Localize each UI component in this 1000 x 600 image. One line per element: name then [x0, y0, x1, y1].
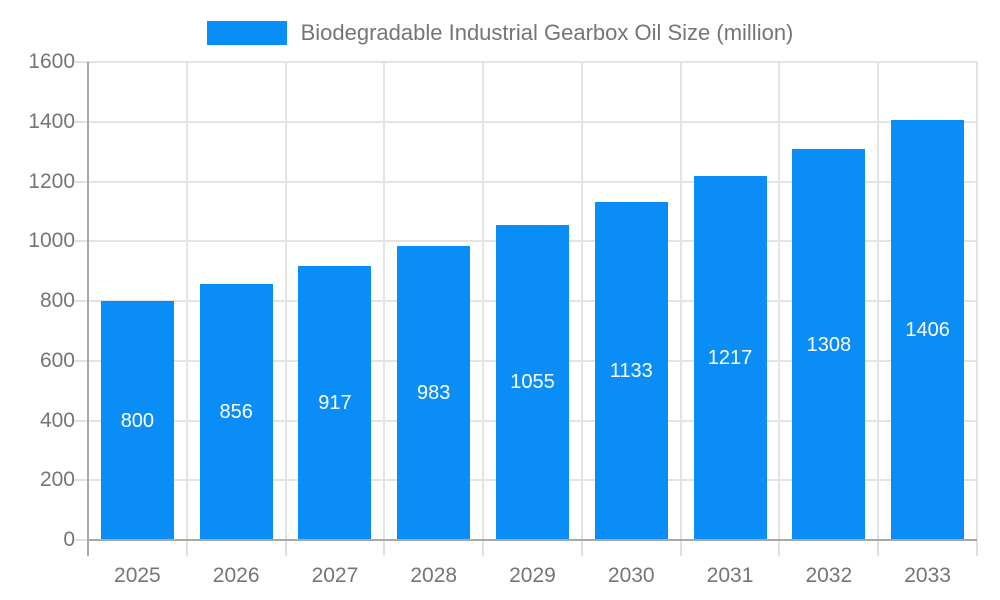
- x-tick-label: 2028: [410, 564, 458, 587]
- legend-label: Biodegradable Industrial Gearbox Oil Siz…: [300, 20, 794, 45]
- bar-value-label: 1133: [609, 359, 653, 382]
- y-axis-tick: [74, 479, 88, 482]
- y-axis-line: [87, 62, 89, 540]
- x-tick-label: 2032: [805, 564, 853, 587]
- v-gridline: [482, 62, 485, 540]
- x-tick-label: 2027: [311, 564, 359, 587]
- bar[interactable]: 1406: [891, 119, 965, 540]
- bar[interactable]: 917: [298, 266, 372, 540]
- v-gridline: [284, 62, 287, 540]
- y-tick-label: 600: [39, 348, 75, 372]
- y-axis-tick: [74, 120, 88, 123]
- bar[interactable]: 856: [199, 284, 273, 540]
- v-gridline: [976, 62, 978, 540]
- x-axis-tick: [284, 540, 287, 556]
- y-tick-label: 1400: [28, 109, 75, 133]
- y-axis-tick: [74, 180, 88, 183]
- bar-value-label: 1055: [510, 371, 555, 394]
- x-tick-label: 2033: [904, 564, 951, 587]
- x-axis-tick: [185, 540, 188, 556]
- x-tick-label: 2025: [114, 564, 161, 587]
- v-gridline: [383, 62, 386, 540]
- x-tick-label: 2031: [706, 564, 754, 587]
- y-tick-label: 200: [39, 468, 75, 492]
- v-gridline: [877, 62, 880, 540]
- bar[interactable]: 1217: [693, 176, 767, 540]
- bar[interactable]: 800: [100, 301, 174, 540]
- bar[interactable]: 1055: [496, 224, 569, 540]
- bar-value-label: 1406: [905, 318, 950, 341]
- x-axis-tick: [383, 540, 386, 556]
- y-tick-label: 1600: [28, 50, 75, 73]
- v-gridline: [679, 62, 682, 540]
- v-gridline: [778, 62, 781, 540]
- y-axis-tick: [74, 419, 88, 422]
- bar-value-label: 917: [318, 392, 352, 415]
- y-tick-label: 1000: [28, 229, 75, 253]
- x-tick-label: 2029: [509, 564, 556, 587]
- y-axis-tick: [74, 300, 88, 302]
- bar-value-label: 1217: [707, 347, 753, 370]
- x-axis-tick: [679, 540, 682, 556]
- y-axis-tick: [74, 240, 88, 243]
- x-tick-label: 2026: [212, 564, 260, 587]
- legend-item[interactable]: Biodegradable Industrial Gearbox Oil Siz…: [0, 20, 1000, 46]
- bar[interactable]: 983: [397, 246, 471, 540]
- h-gridline: [88, 120, 977, 123]
- x-axis-tick: [778, 540, 781, 556]
- bar-value-label: 983: [417, 382, 451, 405]
- x-axis-tick: [877, 540, 880, 556]
- y-axis-tick: [74, 359, 88, 362]
- y-tick-label: 400: [39, 408, 75, 432]
- y-tick-label: 1200: [28, 169, 75, 193]
- v-gridline: [185, 62, 188, 540]
- bar[interactable]: 1308: [792, 149, 866, 540]
- y-axis-tick: [74, 539, 88, 541]
- bar-value-label: 1308: [806, 333, 852, 356]
- x-axis-tick: [87, 540, 89, 556]
- y-tick-label: 0: [63, 528, 75, 551]
- v-gridline: [580, 62, 583, 540]
- x-tick-label: 2030: [607, 564, 655, 587]
- h-gridline: [88, 180, 977, 183]
- bar[interactable]: 1133: [594, 201, 668, 540]
- y-axis-tick: [74, 61, 88, 63]
- plot-area: 0 200 400 600 800 1000 1200 1400 1600 800 2025 856 2…: [28, 50, 978, 587]
- x-axis-tick: [580, 540, 583, 556]
- x-axis-line: [87, 539, 977, 541]
- h-gridline: [88, 61, 977, 63]
- x-axis-tick: [976, 540, 978, 556]
- x-axis-tick: [482, 540, 485, 556]
- bar-value-label: 856: [219, 401, 253, 424]
- legend-swatch: [206, 21, 287, 45]
- y-tick-label: 800: [39, 289, 75, 312]
- bar-value-label: 800: [120, 409, 155, 432]
